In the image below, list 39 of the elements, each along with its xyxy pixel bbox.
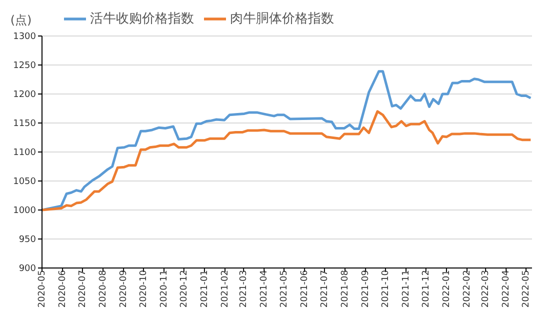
x-tick-label: 2022-05 (521, 270, 532, 308)
x-tick-label: 2021-07 (320, 270, 330, 308)
x-tick-label: 2021-11 (401, 270, 412, 308)
x-tick-label: 2020-08 (98, 270, 108, 308)
x-tick-label: 2020-09 (118, 270, 129, 308)
x-tick-label: 2020-06 (58, 270, 68, 308)
x-tick-label: 2021-12 (421, 270, 432, 308)
x-tick-label: 2022-01 (442, 270, 452, 308)
x-tick-label: 2021-08 (340, 270, 350, 308)
x-tick-label: 2022-03 (480, 270, 491, 308)
x-tick-label: 2021-09 (360, 270, 371, 308)
line-series (42, 110, 532, 212)
x-tick-label: 2020-10 (138, 270, 149, 308)
y-tick-label: 900 (18, 264, 36, 274)
line-series (42, 70, 532, 212)
y-tick-label: 1200 (13, 90, 36, 100)
x-tick-label: 2020-07 (78, 270, 88, 308)
x-tick-label: 2021-05 (279, 270, 290, 308)
y-tick-label: 950 (18, 235, 36, 246)
y-tick-label: 1300 (13, 32, 36, 42)
x-tick-label: 2021-04 (260, 270, 270, 308)
legend-label: 活牛收购价格指数 (90, 12, 194, 27)
x-tick-label: 2022-02 (462, 270, 472, 308)
x-tick-label: 2022-04 (502, 270, 512, 308)
x-tick-label: 2020-05 (37, 270, 48, 308)
x-tick-label: 2021-10 (380, 270, 391, 308)
y-tick-label: 1100 (13, 148, 36, 158)
x-tick-label: 2021-03 (238, 270, 249, 308)
x-tick-label: 2020-11 (159, 270, 170, 308)
x-tick-label: 2021-06 (300, 270, 310, 308)
x-tick-label: 2021-02 (220, 270, 230, 308)
y-tick-label: 1000 (13, 206, 36, 216)
y-tick-label: 1150 (13, 119, 36, 130)
legend-label: 肉牛胴体价格指数 (230, 12, 334, 27)
y-axis-title: (点) (10, 13, 32, 27)
x-tick-label: 2021-01 (200, 270, 210, 308)
x-tick-label: 2020-12 (179, 270, 190, 308)
y-tick-label: 1050 (13, 177, 36, 188)
y-tick-label: 1250 (13, 61, 36, 72)
